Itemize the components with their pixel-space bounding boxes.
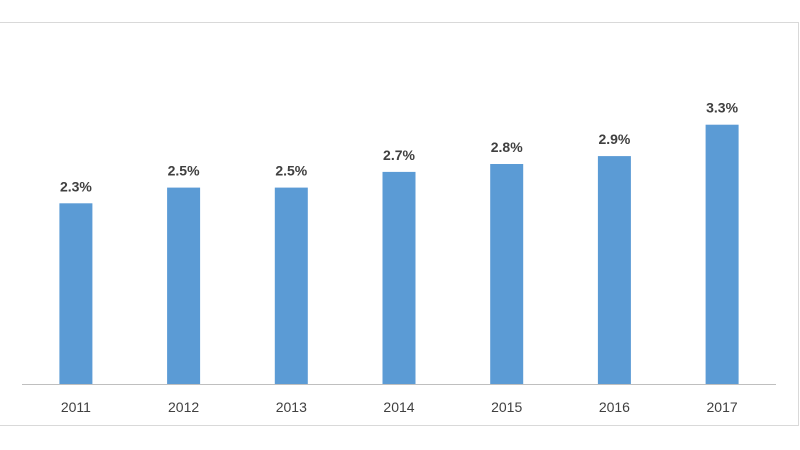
bar-2013 (274, 187, 308, 384)
bars-group (59, 124, 739, 384)
x-tick-label-2015: 2015 (491, 399, 522, 415)
x-tick-label-2013: 2013 (276, 399, 307, 415)
data-label-2011: 2.3% (60, 178, 92, 194)
data-labels-group: 2.3% 2.5% 2.5% 2.7% 2.8% 2.9% 3.3% (60, 100, 739, 195)
x-tick-label-2016: 2016 (599, 399, 630, 415)
bar-2016 (597, 156, 631, 384)
bar-2015 (490, 164, 524, 384)
x-tick-label-2012: 2012 (168, 399, 199, 415)
x-tick-label-2017: 2017 (707, 399, 738, 415)
bar-2011 (59, 203, 93, 384)
data-label-2015: 2.8% (491, 139, 523, 155)
data-label-2013: 2.5% (275, 163, 307, 179)
data-label-2017: 3.3% (706, 100, 738, 116)
data-label-2016: 2.9% (598, 131, 630, 147)
x-tick-label-2014: 2014 (383, 399, 414, 415)
x-tick-label-2011: 2011 (61, 399, 91, 415)
bar-2012 (167, 187, 201, 384)
data-label-2012: 2.5% (168, 163, 200, 179)
chart-frame (0, 22, 799, 426)
data-label-2014: 2.7% (383, 147, 415, 163)
x-tick-labels-group: 2011 2012 2013 2014 2015 2016 2017 (61, 399, 738, 415)
bar-2017 (705, 124, 739, 384)
bar-2014 (382, 171, 416, 384)
